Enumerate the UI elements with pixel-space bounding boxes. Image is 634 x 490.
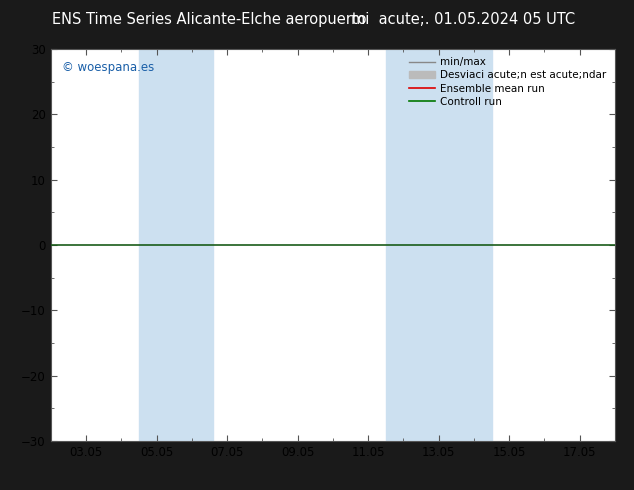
Text: ENS Time Series Alicante-Elche aeropuerto: ENS Time Series Alicante-Elche aeropuert… (52, 12, 366, 27)
Legend: min/max, Desviaci acute;n est acute;ndar, Ensemble mean run, Controll run: min/max, Desviaci acute;n est acute;ndar… (406, 54, 610, 110)
Bar (139, 49, 213, 441)
Text: mi  acute;. 01.05.2024 05 UTC: mi acute;. 01.05.2024 05 UTC (351, 12, 575, 27)
Text: © woespana.es: © woespana.es (62, 61, 154, 74)
Bar (385, 49, 491, 441)
